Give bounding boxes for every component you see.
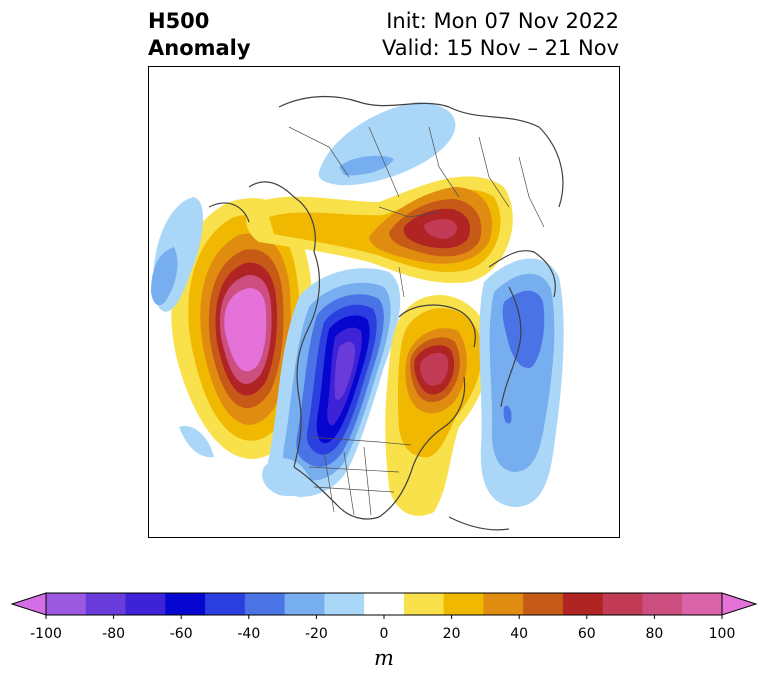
title-valid-range: Valid: 15 Nov – 21 Nov bbox=[382, 36, 619, 60]
colorbar-segment bbox=[642, 593, 683, 615]
ridge-north bbox=[246, 176, 513, 283]
colorbar-extend-high bbox=[721, 592, 758, 616]
colorbar-segment bbox=[205, 593, 246, 615]
colorbar-segment bbox=[682, 593, 723, 615]
trough-arctic bbox=[318, 102, 456, 186]
coastlines bbox=[208, 95, 564, 531]
ridge-west-pacific bbox=[171, 198, 313, 459]
title-dates: Init: Mon 07 Nov 2022 Valid: 15 Nov – 21… bbox=[382, 8, 619, 62]
colorbar-segment bbox=[125, 593, 166, 615]
political-borders bbox=[288, 126, 545, 516]
colorbar-segment bbox=[562, 593, 604, 615]
colorbar-extend-low bbox=[10, 592, 47, 616]
colorbar-tick-label: 40 bbox=[510, 626, 529, 642]
ridge-eastern-canada bbox=[385, 295, 490, 516]
anomaly-map bbox=[151, 95, 564, 531]
title-init-date: Init: Mon 07 Nov 2022 bbox=[386, 9, 619, 33]
trough-western-na bbox=[267, 268, 401, 497]
colorbar-tick-label: 80 bbox=[645, 626, 664, 642]
colorbar-tick-label: -100 bbox=[30, 626, 62, 642]
colorbar-tick-label: 20 bbox=[442, 626, 461, 642]
colorbar-tick-label: -80 bbox=[102, 626, 126, 642]
colorbar-tick-label: -20 bbox=[304, 626, 328, 642]
colorbar-segment bbox=[403, 593, 445, 615]
colorbar-tick-label: 100 bbox=[708, 626, 736, 642]
title-variable-line1: H500 bbox=[148, 9, 210, 33]
colorbar-segment bbox=[85, 593, 127, 615]
title-variable: H500 Anomaly bbox=[148, 8, 251, 62]
colorbar-segment bbox=[523, 593, 564, 615]
trough-southern bbox=[262, 458, 310, 497]
colorbar-segment bbox=[46, 593, 87, 615]
colorbar-segment bbox=[602, 593, 643, 615]
title-variable-line2: Anomaly bbox=[148, 36, 251, 60]
colorbar-segment bbox=[324, 593, 365, 615]
colorbar-segment bbox=[483, 593, 524, 615]
colorbar-segment bbox=[284, 593, 325, 615]
colorbar bbox=[10, 592, 758, 619]
map-panel bbox=[148, 66, 620, 538]
colorbar-segment bbox=[364, 593, 405, 615]
colorbar-segment bbox=[165, 593, 206, 615]
colorbar-tick-label: -60 bbox=[169, 626, 193, 642]
trough-far-west bbox=[151, 197, 214, 458]
colorbar-tick-label: 60 bbox=[577, 626, 596, 642]
colorbar-unit: m bbox=[374, 646, 394, 670]
trough-atlantic bbox=[479, 258, 564, 507]
colorbar-segment bbox=[443, 593, 484, 615]
colorbar-segment bbox=[244, 593, 286, 615]
colorbar-tick-label: -40 bbox=[237, 626, 261, 642]
colorbar-tick-label: 0 bbox=[379, 626, 389, 642]
